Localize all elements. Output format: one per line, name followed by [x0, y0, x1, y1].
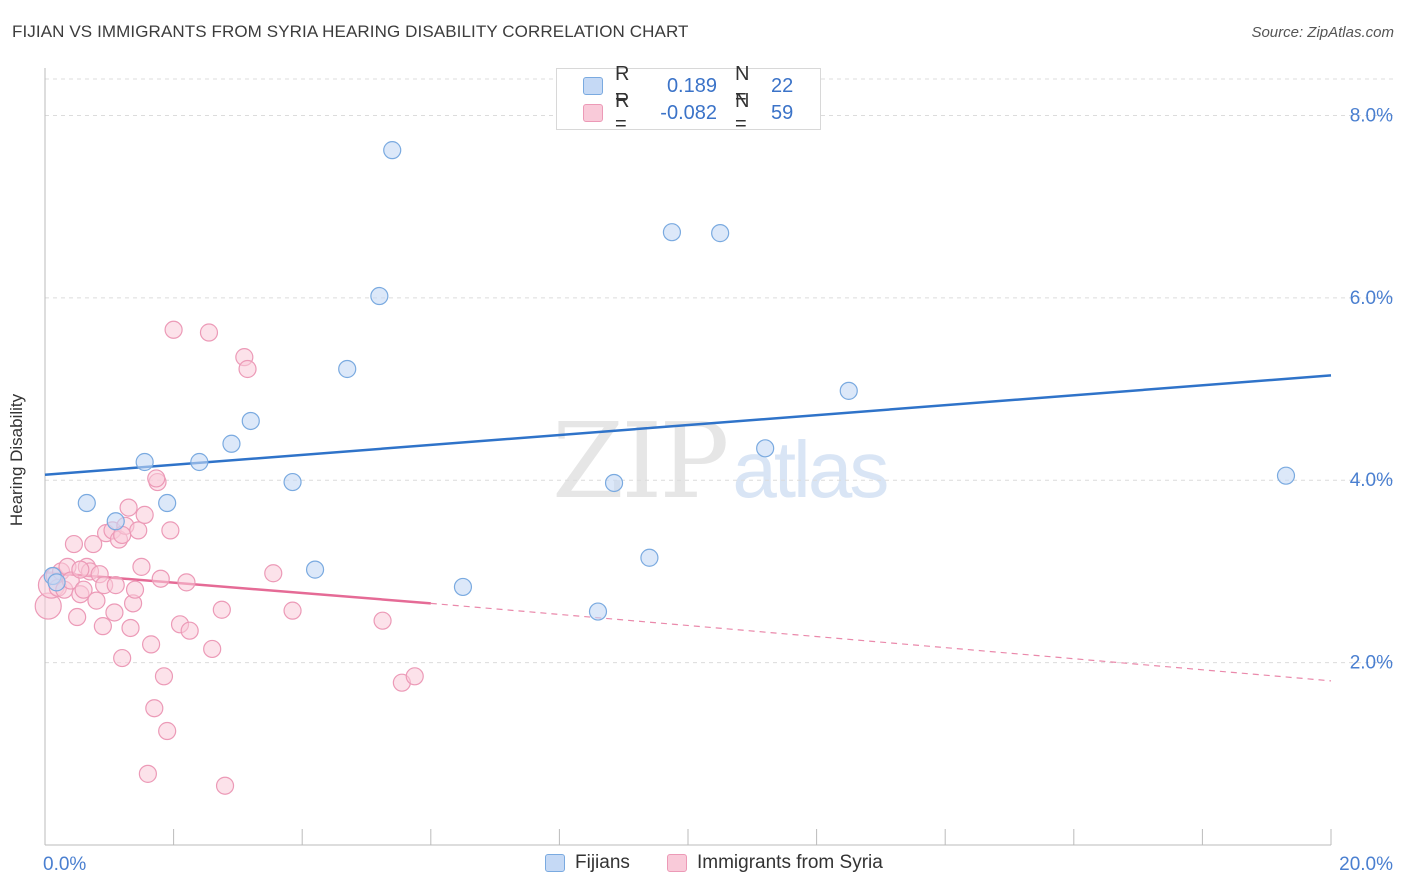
- point-syria: [151, 569, 170, 588]
- point-syria: [180, 621, 199, 640]
- point-syria: [113, 648, 132, 668]
- point-fijians: [383, 141, 402, 160]
- n-label: N =: [735, 90, 750, 135]
- point-fijians: [1276, 466, 1296, 485]
- point-syria: [64, 534, 84, 554]
- point-syria: [68, 607, 87, 627]
- chart-title: FIJIAN VS IMMIGRANTS FROM SYRIA HEARING …: [12, 22, 689, 41]
- n-value: 22: [771, 74, 794, 97]
- point-fijians: [711, 224, 730, 243]
- point-syria: [119, 498, 138, 517]
- watermark: ZIPatlas: [552, 400, 889, 522]
- x-tick-label-max: 20.0%: [1339, 854, 1393, 875]
- point-fijians: [604, 473, 624, 493]
- point-syria: [121, 618, 140, 638]
- point-fijians: [305, 560, 325, 579]
- series-legend: Fijians Immigrants from Syria: [0, 852, 1406, 876]
- point-syria: [135, 505, 154, 524]
- trend-line-syria-extension: [430, 602, 1332, 682]
- data-points: [34, 141, 1296, 795]
- point-fijians: [370, 286, 389, 306]
- point-syria: [154, 667, 174, 686]
- point-fijians: [222, 434, 241, 453]
- legend-item-fijians[interactable]: Fijians: [545, 852, 630, 874]
- legend-label-syria: Immigrants from Syria: [697, 852, 883, 873]
- point-fijians: [640, 548, 659, 567]
- point-syria: [141, 635, 161, 654]
- point-fijians: [839, 381, 858, 400]
- point-fijians: [588, 602, 608, 621]
- n-value: 59: [771, 101, 794, 124]
- point-syria: [164, 320, 183, 339]
- point-fijians: [662, 223, 682, 242]
- point-syria: [145, 699, 164, 718]
- fijians-swatch: [583, 77, 603, 95]
- source-attribution[interactable]: Source: ZipAtlas.com: [1251, 24, 1394, 41]
- r-label: R =: [615, 90, 630, 135]
- point-syria: [147, 469, 166, 488]
- point-fijians: [338, 359, 357, 379]
- point-syria: [238, 359, 257, 379]
- legend-label-fijians: Fijians: [575, 852, 630, 873]
- point-syria: [74, 580, 93, 599]
- point-syria: [283, 601, 302, 620]
- point-fijians: [190, 452, 209, 472]
- point-syria: [106, 576, 125, 595]
- point-fijians: [106, 512, 125, 531]
- point-syria: [129, 521, 148, 540]
- trend-lines: [44, 374, 1332, 682]
- y-tick-label: 8.0%: [1350, 105, 1393, 126]
- watermark-atlas: atlas: [732, 425, 889, 514]
- point-syria: [203, 639, 222, 659]
- point-syria: [132, 557, 151, 576]
- y-tick-label: 6.0%: [1350, 288, 1393, 309]
- point-fijians: [77, 493, 96, 513]
- point-syria: [93, 617, 112, 636]
- point-syria: [125, 580, 145, 599]
- point-fijians: [47, 573, 66, 592]
- watermark-zip: ZIP: [552, 400, 729, 522]
- point-syria: [177, 573, 196, 592]
- y-tick-label: 4.0%: [1350, 470, 1393, 491]
- point-syria: [215, 776, 235, 795]
- point-syria: [87, 591, 106, 610]
- fijians-swatch: [545, 854, 565, 872]
- syria-swatch: [667, 854, 687, 872]
- point-syria: [158, 721, 177, 741]
- syria-swatch: [583, 104, 603, 122]
- x-tick-label-min: 0.0%: [43, 854, 86, 875]
- r-label: R =: [615, 63, 630, 108]
- point-syria: [199, 323, 219, 342]
- r-value: -0.082: [660, 101, 717, 124]
- n-label: N =: [735, 63, 750, 108]
- point-syria: [84, 534, 103, 554]
- point-syria: [405, 667, 424, 686]
- point-fijians: [756, 439, 775, 458]
- point-fijians: [453, 577, 473, 597]
- tick-labels: 2.0% 4.0% 6.0% 8.0% 0.0% 20.0%: [43, 105, 1393, 875]
- point-syria: [105, 603, 124, 622]
- point-syria: [212, 600, 231, 619]
- point-fijians: [283, 472, 302, 492]
- r-value: 0.189: [666, 74, 717, 97]
- y-tick-label: 2.0%: [1350, 653, 1393, 674]
- point-fijians: [158, 493, 177, 513]
- point-syria: [373, 611, 392, 630]
- point-fijians: [135, 452, 154, 472]
- correlation-legend: R = 0.189 N = 22 R = -0.082 N = 59: [556, 63, 821, 135]
- trend-line-fijians: [44, 374, 1332, 477]
- trend-line-syria: [44, 571, 431, 605]
- point-syria: [264, 564, 283, 583]
- point-syria: [138, 764, 157, 783]
- point-fijians: [241, 411, 260, 431]
- y-axis-label: Hearing Disability: [7, 393, 26, 527]
- legend-item-syria[interactable]: Immigrants from Syria: [667, 852, 883, 874]
- point-syria: [71, 560, 90, 579]
- axes: [44, 68, 1332, 846]
- point-syria: [161, 521, 180, 540]
